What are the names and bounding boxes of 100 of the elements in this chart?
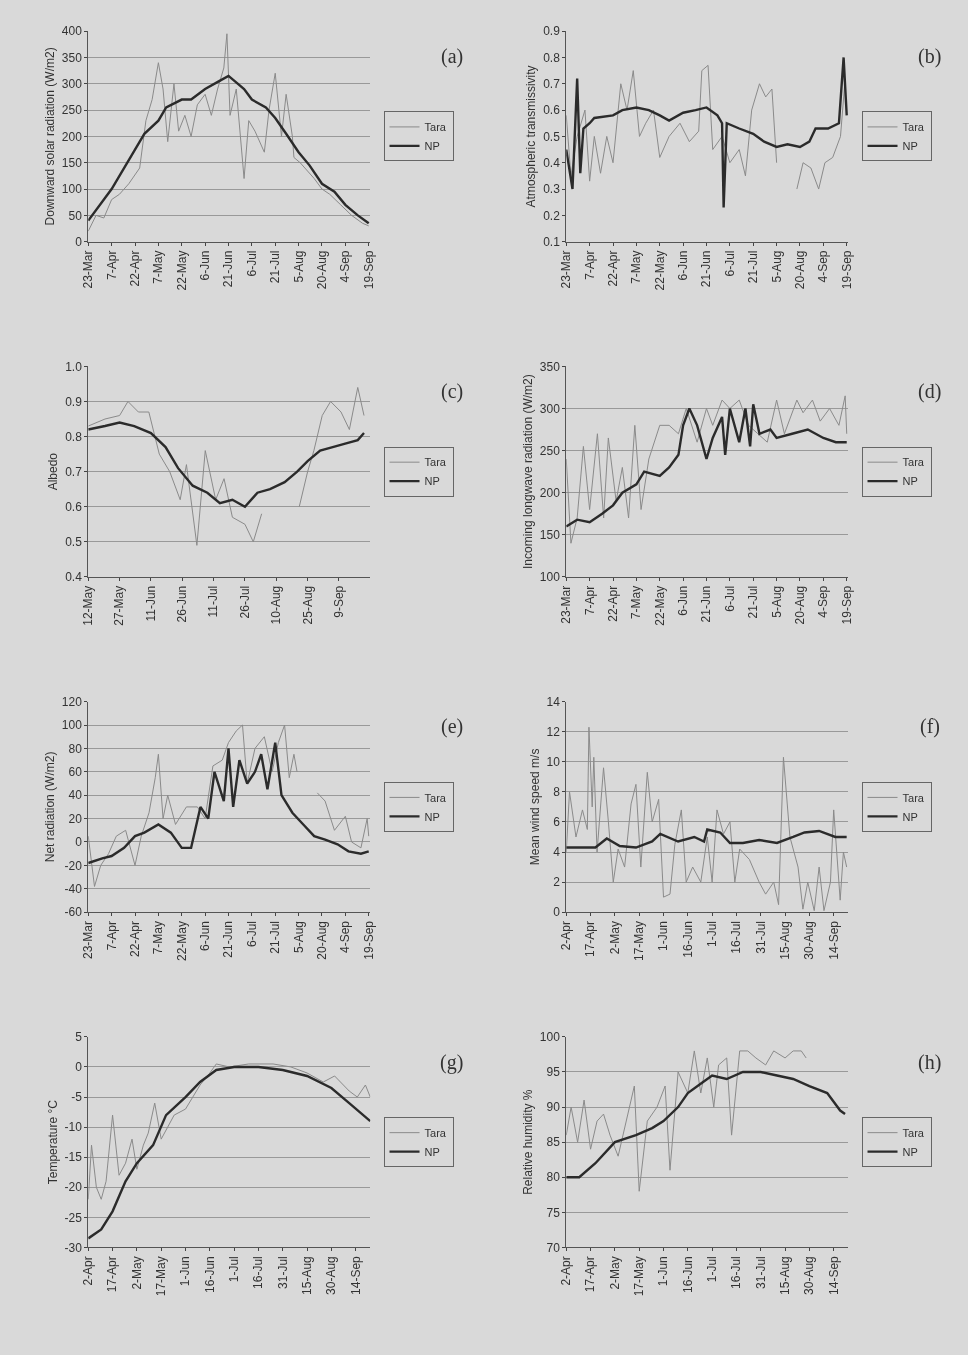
- x-tick-label: 23-Mar: [81, 920, 96, 959]
- line-series: [566, 1050, 807, 1192]
- text: (e): [441, 715, 464, 738]
- x-tick-label: 30-Aug: [324, 1256, 339, 1295]
- x-tick-label: 14-Sep: [826, 1255, 841, 1295]
- x-tick-label: 17-May: [632, 1256, 647, 1297]
- y-tick-label: 0.3: [543, 182, 561, 197]
- line-series: [566, 1070, 847, 1179]
- y-tick-label: 2: [553, 875, 561, 890]
- y-tick-label: -25: [64, 1210, 83, 1225]
- x-tick-label: 15-Aug: [777, 1256, 792, 1295]
- text: (a): [441, 45, 464, 68]
- line-series: [566, 403, 848, 528]
- x-tick-label: 11-Jun: [143, 585, 158, 622]
- y-tick-label: 100: [61, 182, 83, 197]
- legend-label: NP: [424, 810, 440, 823]
- x-tick-label: 22-Apr: [605, 250, 620, 287]
- x-tick-label: 6-Jul: [244, 920, 259, 947]
- x-tick-label: 4-Sep: [816, 585, 831, 618]
- x-tick-label: 19-Sep: [361, 920, 376, 960]
- y-tick-label: 350: [539, 359, 561, 374]
- text: (g): [440, 1051, 464, 1074]
- x-tick-label: 22-Apr: [605, 585, 620, 622]
- x-tick-label: 5-Aug: [291, 920, 306, 954]
- text: (h): [918, 1051, 942, 1074]
- x-tick-label: 21-Jul: [268, 920, 283, 954]
- y-tick-label: -30: [64, 1240, 83, 1255]
- text: (f): [920, 715, 940, 738]
- x-tick-label: 22-May: [652, 250, 667, 291]
- legend-label: Tara: [902, 456, 925, 469]
- x-tick-label: 16-Jun: [680, 1256, 695, 1293]
- y-tick-label: 200: [61, 129, 83, 144]
- x-tick-label: 6-Jul: [722, 250, 737, 277]
- x-tick-label: 6-Jun: [198, 250, 213, 281]
- y-tick-label: -15: [64, 1150, 83, 1165]
- y-tick-label: 200: [539, 485, 561, 500]
- x-tick-label: 17-Apr: [105, 1256, 120, 1293]
- y-tick-label: 0: [75, 234, 83, 249]
- y-tick-label: 250: [539, 443, 561, 458]
- x-tick-label: 2-Apr: [559, 920, 574, 951]
- x-tick-label: 20-Aug: [792, 250, 807, 290]
- y-tick-label: 0.7: [543, 76, 561, 91]
- y-tick-label: -40: [64, 881, 83, 896]
- y-tick-label: 0: [75, 835, 83, 850]
- y-axis-title: Relative humidity %: [521, 1089, 536, 1195]
- x-tick-label: 21-Jul: [746, 250, 761, 284]
- x-tick-label: 17-May: [154, 1256, 169, 1297]
- x-tick-label: 20-Aug: [314, 250, 329, 290]
- y-tick-label: 85: [546, 1135, 561, 1150]
- x-tick-label: 17-Apr: [583, 1256, 598, 1293]
- y-tick-label: 0.1: [543, 234, 561, 249]
- y-tick-label: 300: [61, 76, 83, 91]
- y-tick-label: 80: [546, 1170, 561, 1185]
- x-tick-label: 5-Aug: [769, 250, 784, 283]
- y-tick-label: -60: [64, 905, 83, 920]
- y-axis-title: Albedo: [46, 452, 61, 491]
- x-tick-label: 6-Jun: [676, 585, 691, 616]
- y-tick-label: 350: [61, 50, 83, 65]
- x-tick-label: 12-May: [81, 585, 96, 626]
- x-tick-label: 14-Sep: [826, 920, 841, 960]
- legend-label: Tara: [902, 1126, 925, 1139]
- x-tick-label: 2-May: [607, 920, 622, 955]
- x-tick-label: 27-May: [112, 585, 127, 626]
- legend-label: Tara: [424, 121, 447, 134]
- x-tick-label: 1-Jun: [656, 1256, 671, 1287]
- legend-label: NP: [902, 810, 918, 823]
- x-tick-label: 19-Sep: [839, 250, 854, 290]
- y-tick-label: 0.6: [543, 103, 561, 118]
- line-series: [566, 56, 848, 209]
- legend-label: Tara: [424, 456, 447, 469]
- x-tick-label: 20-Aug: [792, 585, 807, 625]
- y-tick-label: 8: [553, 785, 561, 800]
- x-tick-label: 7-Apr: [104, 250, 119, 280]
- y-tick-label: 60: [68, 765, 83, 780]
- line-series: [88, 1065, 371, 1240]
- x-tick-label: 7-Apr: [582, 250, 597, 280]
- x-tick-label: 31-Jul: [275, 1256, 290, 1289]
- y-tick-label: 100: [61, 718, 83, 733]
- legend-label: Tara: [424, 1126, 447, 1139]
- x-tick-label: 4-Sep: [816, 250, 831, 283]
- x-tick-label: 11-Jul: [206, 585, 221, 618]
- x-tick-label: 7-May: [629, 250, 644, 284]
- x-tick-label: 16-Jul: [729, 920, 744, 954]
- y-tick-label: 250: [61, 103, 83, 118]
- x-tick-label: 23-Mar: [559, 250, 574, 289]
- y-axis-title: Mean wind speed m/s: [527, 748, 542, 866]
- x-tick-label: 4-Sep: [338, 920, 353, 954]
- x-tick-label: 21-Jun: [221, 920, 236, 958]
- x-tick-label: 1-Jul: [227, 1256, 242, 1283]
- y-tick-label: 300: [539, 401, 561, 416]
- x-tick-label: 6-Jun: [198, 920, 213, 952]
- x-tick-label: 21-Jul: [268, 250, 283, 284]
- x-tick-label: 15-Aug: [777, 920, 792, 960]
- y-tick-label: -5: [71, 1090, 83, 1105]
- x-tick-label: 1-Jul: [705, 920, 720, 947]
- y-axis-title: Temperature °C: [45, 1099, 60, 1185]
- x-tick-label: 7-May: [151, 250, 166, 284]
- x-tick-label: 7-May: [629, 585, 644, 620]
- x-tick-label: 7-Apr: [582, 585, 597, 616]
- x-tick-label: 21-Jun: [699, 585, 714, 623]
